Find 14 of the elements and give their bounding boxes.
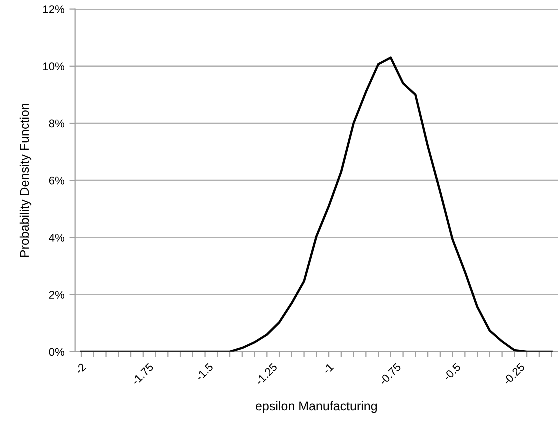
x-tick-label: -1.5 xyxy=(195,362,214,382)
x-tick-label: -0.5 xyxy=(442,362,462,382)
y-tick-label: 4% xyxy=(49,234,65,242)
y-tick-label: 10% xyxy=(44,62,65,71)
line-series xyxy=(80,56,553,352)
x-tick-label: -1 xyxy=(322,363,334,375)
x-tick-label: -2 xyxy=(74,362,87,375)
y-tick-label: 6% xyxy=(49,176,65,185)
y-tick-label: 8% xyxy=(49,120,65,128)
y-axis-title: Probability Density Function xyxy=(20,104,32,258)
y-tick-label: 0% xyxy=(49,348,65,356)
x-axis-title: epsilon Manufacturing xyxy=(256,401,378,414)
y-tick-label: 12% xyxy=(44,6,65,14)
y-tick-label: 2% xyxy=(49,291,65,299)
